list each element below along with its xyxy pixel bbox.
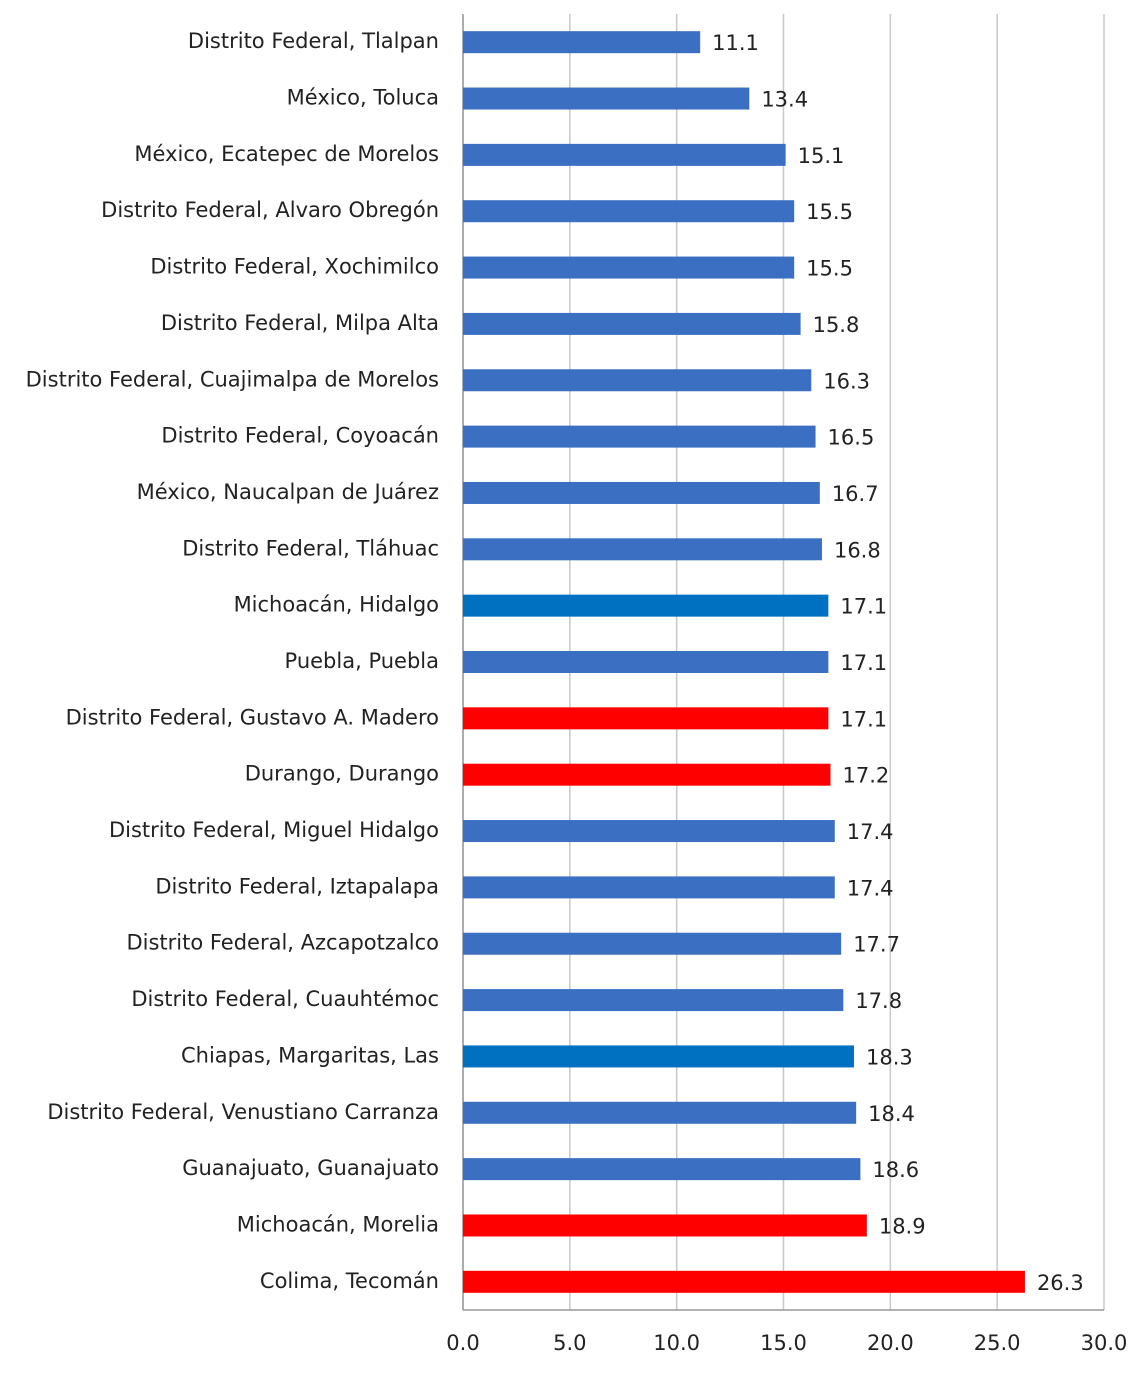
- y-tick-label: Distrito Federal, Cuajimalpa de Morelos: [26, 367, 439, 391]
- data-label: 18.4: [868, 1102, 915, 1126]
- bar: [463, 200, 795, 223]
- x-tick-label: 15.0: [760, 1331, 807, 1355]
- data-label: 15.5: [806, 257, 853, 281]
- y-tick-label: Distrito Federal, Milpa Alta: [161, 311, 439, 335]
- data-label: 13.4: [761, 88, 808, 112]
- y-tick-label: Distrito Federal, Coyoacán: [161, 424, 439, 448]
- y-tick-label: Distrito Federal, Gustavo A. Madero: [66, 705, 439, 729]
- data-label: 11.1: [712, 31, 759, 55]
- y-tick-label: Distrito Federal, Tláhuac: [182, 536, 439, 560]
- bar: [463, 538, 822, 561]
- bar: [463, 256, 795, 279]
- data-label: 16.8: [834, 538, 881, 562]
- bar: [463, 312, 801, 335]
- y-tick-label: México, Naucalpan de Juárez: [137, 480, 439, 504]
- data-label: 17.1: [840, 707, 887, 731]
- data-label: 18.9: [879, 1214, 926, 1238]
- y-tick-label: Distrito Federal, Miguel Hidalgo: [109, 818, 439, 842]
- y-tick-label: Colima, Tecomán: [260, 1269, 439, 1293]
- y-tick-label: Durango, Durango: [245, 762, 439, 786]
- bar: [463, 989, 844, 1012]
- y-tick-label: Puebla, Puebla: [285, 649, 439, 673]
- y-tick-label: México, Toluca: [287, 86, 439, 110]
- y-tick-label: Distrito Federal, Azcapotzalco: [126, 931, 439, 955]
- y-tick-label: Distrito Federal, Alvaro Obregón: [101, 198, 439, 222]
- bar: [463, 1270, 1025, 1293]
- bar: [463, 1101, 857, 1124]
- x-tick-label: 5.0: [553, 1331, 586, 1355]
- y-tick-label: Michoacán, Morelia: [237, 1212, 439, 1236]
- bar: [463, 425, 816, 448]
- data-label: 18.3: [866, 1045, 913, 1069]
- y-tick-label: México, Ecatepec de Morelos: [134, 142, 439, 166]
- y-tick-label: Distrito Federal, Tlalpan: [188, 29, 439, 53]
- bar: [463, 820, 835, 843]
- bar: [463, 763, 831, 786]
- bar: [463, 31, 701, 54]
- data-label: 15.8: [813, 313, 860, 337]
- data-label: 17.1: [840, 595, 887, 619]
- data-label: 17.7: [853, 933, 900, 957]
- bar: [463, 707, 829, 730]
- bar: [463, 87, 750, 110]
- x-tick-label: 10.0: [653, 1331, 700, 1355]
- bar: [463, 932, 842, 955]
- data-label: 16.3: [823, 369, 870, 393]
- x-tick-label: 0.0: [446, 1331, 479, 1355]
- data-label: 16.5: [828, 426, 875, 450]
- bar: [463, 481, 820, 504]
- data-label: 17.2: [843, 764, 890, 788]
- data-label: 17.4: [847, 820, 894, 844]
- x-tick-label: 25.0: [974, 1331, 1021, 1355]
- y-tick-label: Distrito Federal, Cuauhtémoc: [131, 987, 439, 1011]
- bar: [463, 1214, 867, 1237]
- y-tick-label: Chiapas, Margaritas, Las: [181, 1043, 439, 1067]
- data-label: 15.1: [798, 144, 845, 168]
- y-tick-label: Distrito Federal, Iztapalapa: [155, 874, 439, 898]
- data-label: 18.6: [872, 1158, 919, 1182]
- x-tick-label: 20.0: [867, 1331, 914, 1355]
- x-tick-label: 30.0: [1081, 1331, 1128, 1355]
- y-tick-label: Guanajuato, Guanajuato: [182, 1156, 439, 1180]
- data-label: 17.4: [847, 876, 894, 900]
- bar: [463, 1158, 861, 1181]
- data-label: 16.7: [832, 482, 879, 506]
- bar: [463, 876, 835, 899]
- bar: [463, 369, 812, 392]
- y-tick-label: Distrito Federal, Xochimilco: [150, 255, 439, 279]
- y-tick-label: Distrito Federal, Venustiano Carranza: [47, 1100, 439, 1124]
- bar: [463, 1045, 855, 1068]
- data-label: 17.1: [840, 651, 887, 675]
- y-tick-label: Michoacán, Hidalgo: [234, 593, 439, 617]
- data-label: 17.8: [855, 989, 902, 1013]
- data-label: 15.5: [806, 200, 853, 224]
- bar: [463, 651, 829, 673]
- bar: [463, 594, 829, 617]
- bar: [463, 143, 786, 166]
- data-label: 26.3: [1037, 1271, 1084, 1295]
